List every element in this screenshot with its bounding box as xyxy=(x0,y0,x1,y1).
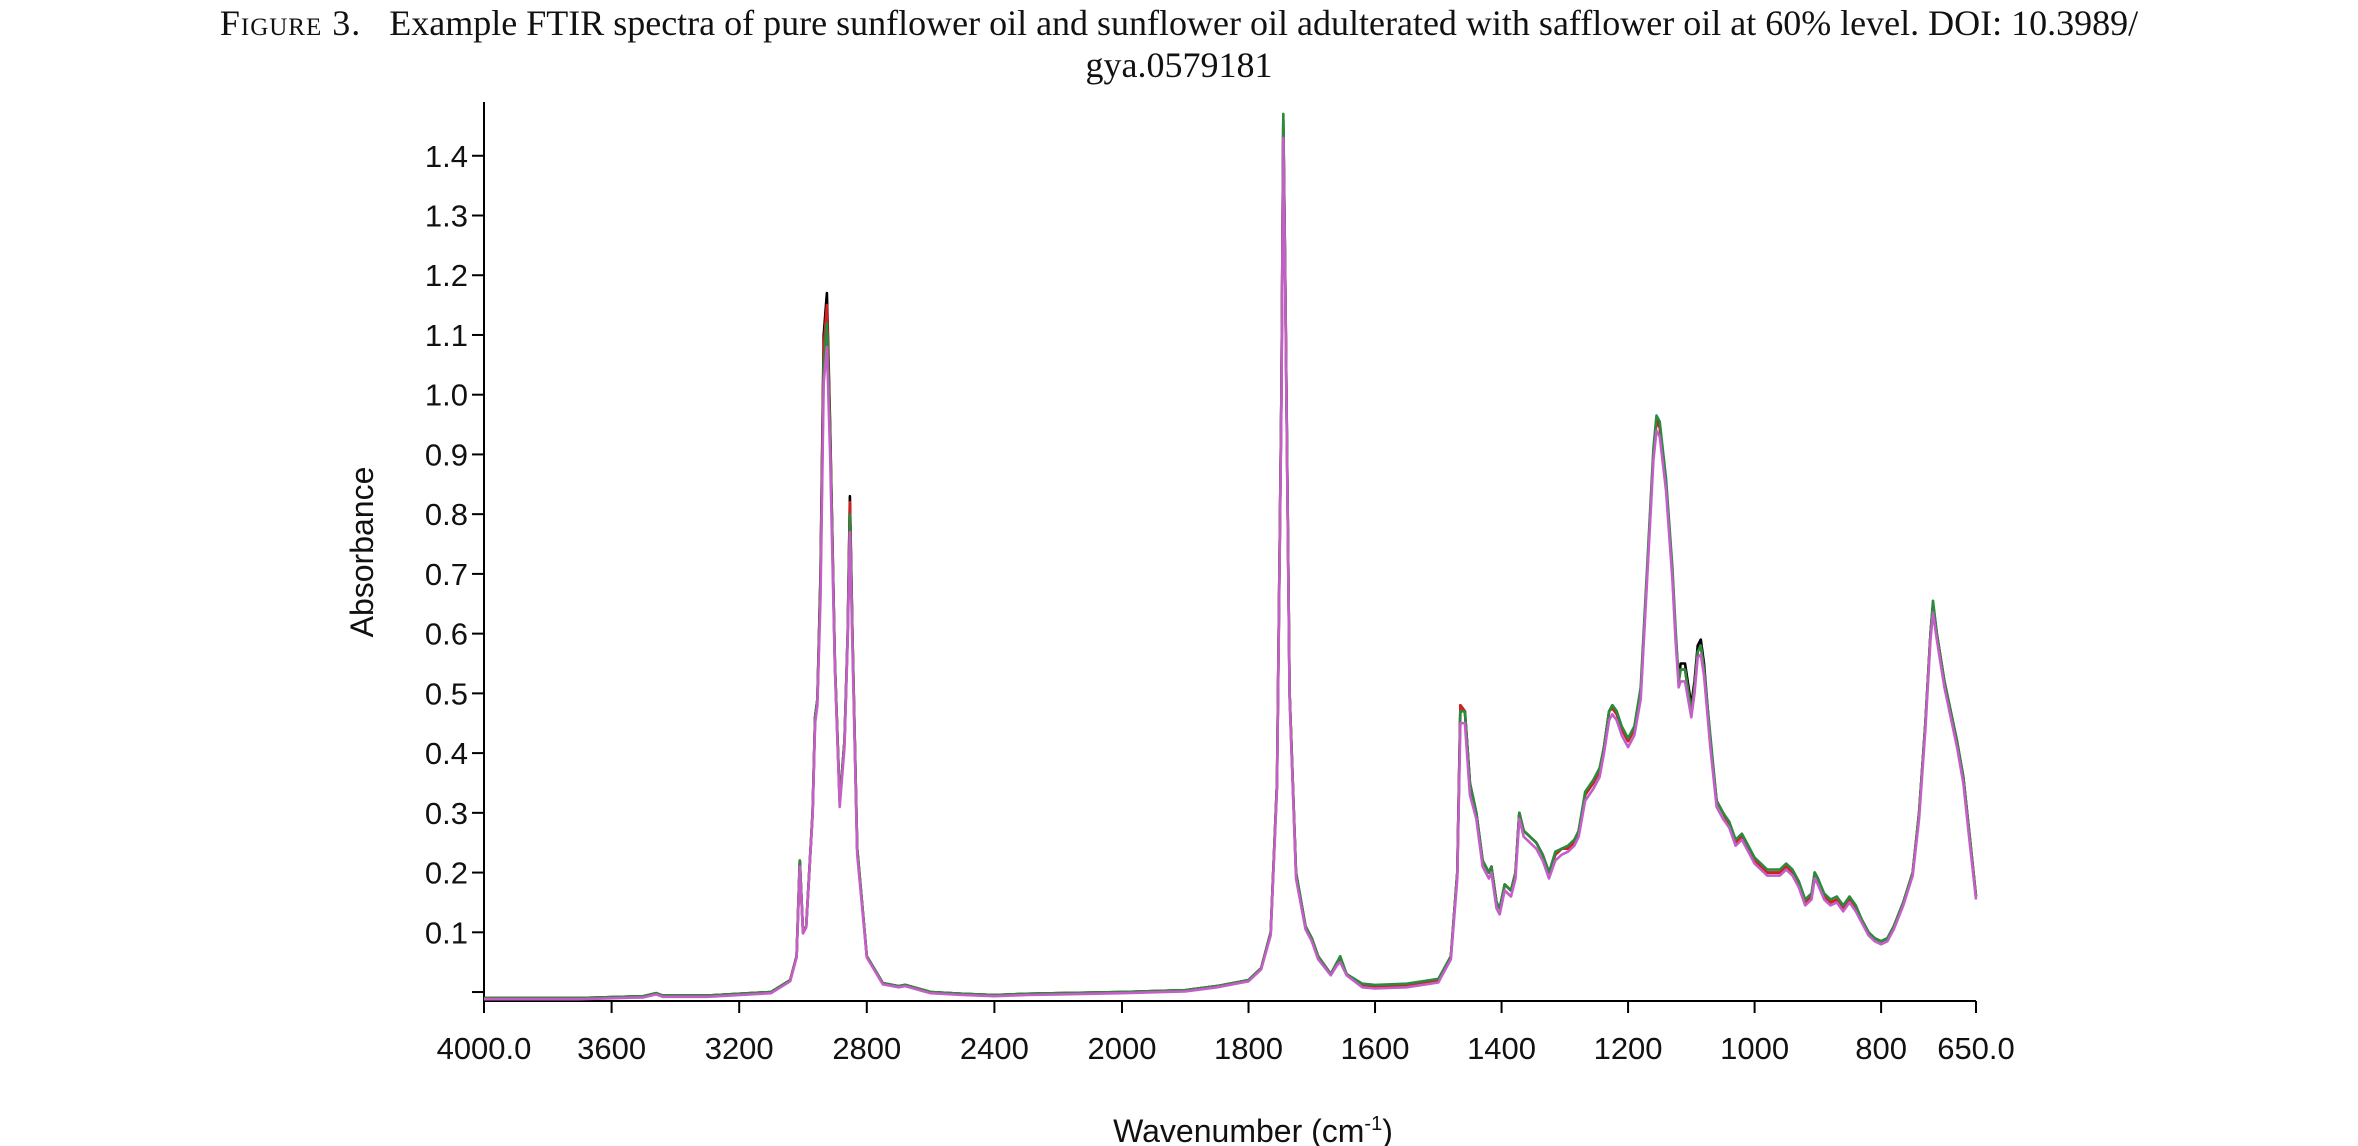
y-tick-label: 1.4 xyxy=(425,139,468,174)
y-axis-title: Absorbance xyxy=(344,467,380,638)
x-tick-label: 1200 xyxy=(1594,1031,1663,1066)
chart-series xyxy=(484,112,1978,1001)
spectrum-line xyxy=(484,112,1978,1000)
y-tick-label: 0.4 xyxy=(425,736,468,771)
x-tick-label: 3200 xyxy=(705,1031,774,1066)
y-tick-label: 1.1 xyxy=(425,318,468,353)
y-tick-label: 0.9 xyxy=(425,437,468,472)
y-tick-label: 0.1 xyxy=(425,915,468,950)
x-tick-label: 2800 xyxy=(832,1031,901,1066)
chart-axes: 0.1 0.2 0.3 0.4 0.5 0.6 0.7 0.8 0.9 1.0 1.1 1.2 1.3 1… xyxy=(425,102,2015,1066)
spectrum-line xyxy=(484,136,1978,1001)
x-tick-label: 650.0 xyxy=(1937,1031,2015,1066)
y-tick-label: 0.2 xyxy=(425,856,468,891)
caption-line-1: Figure 3. Example FTIR spectra of pure su… xyxy=(0,2,2358,44)
x-tick-label: 1600 xyxy=(1341,1031,1410,1066)
caption-line-2: gya.0579181 xyxy=(1085,45,1273,85)
y-tick-label: 0.7 xyxy=(425,557,468,592)
y-tick-label: 1.0 xyxy=(425,378,468,413)
x-tick-label: 2400 xyxy=(960,1031,1029,1066)
x-axis-title: Wavenumber (cm-1) xyxy=(1113,1113,1393,1146)
y-tick-label: 1.2 xyxy=(425,258,468,293)
y-tick-label: 0.3 xyxy=(425,796,468,831)
x-axis-title-main: Wavenumber (cm xyxy=(1113,1113,1364,1146)
chart-labels: Absorbance Wavenumber (cm-1) xyxy=(344,467,1393,1146)
x-tick-label: 1000 xyxy=(1720,1031,1789,1066)
figure-caption: Figure 3. Example FTIR spectra of pure su… xyxy=(0,2,2358,86)
x-tick-label: 4000.0 xyxy=(437,1031,532,1066)
x-axis-title-close: ) xyxy=(1382,1113,1393,1146)
x-tick-label: 1800 xyxy=(1214,1031,1283,1066)
x-tick-label: 800 xyxy=(1855,1031,1907,1066)
x-tick-label: 3600 xyxy=(577,1031,646,1066)
y-tick-label: 0.8 xyxy=(425,497,468,532)
x-tick-label: 2000 xyxy=(1088,1031,1157,1066)
caption-text: Example FTIR spectra of pure sunflower o… xyxy=(389,3,2139,43)
x-axis-title-sup: -1 xyxy=(1364,1113,1382,1135)
spectrum-line xyxy=(484,118,1978,1000)
y-tick-label: 0.6 xyxy=(425,617,468,652)
spectrum-line xyxy=(484,124,1978,1000)
y-tick-label: 0.5 xyxy=(425,676,468,711)
figure-label: Figure 3. xyxy=(219,3,362,43)
x-tick-label: 1400 xyxy=(1467,1031,1536,1066)
y-tick-label: 1.3 xyxy=(425,198,468,233)
